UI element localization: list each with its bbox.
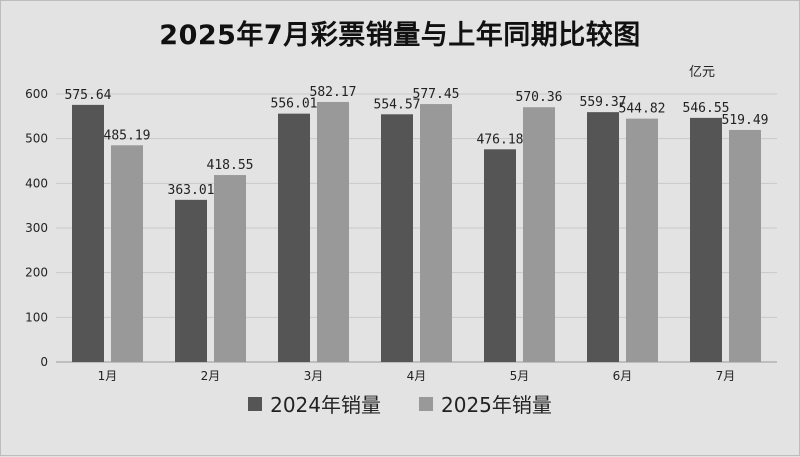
data-label: 485.19 [104,128,151,143]
bar-2024 [587,112,619,362]
bar-2024 [484,149,516,362]
x-tick-label: 5月 [510,369,530,383]
bar-2024 [72,104,104,362]
data-label: 582.17 [310,85,357,100]
data-label: 476.18 [477,132,524,147]
bar-2024 [175,199,207,362]
data-label: 546.55 [683,101,730,116]
bar-2025 [420,104,452,363]
y-tick-label: 500 [25,132,48,146]
legend-swatch-2025 [419,396,433,411]
y-tick-label: 200 [25,266,48,280]
legend-swatch-2024 [248,396,263,411]
x-tick-label: 6月 [613,369,633,383]
bar-2025 [317,101,349,363]
data-label: 519.49 [722,113,769,128]
y-tick-label: 0 [40,355,48,369]
y-tick-label: 300 [25,221,48,235]
legend-item-2024: 2024年销量 [248,389,381,418]
bar-2024 [278,113,310,362]
bar-2025 [111,145,143,362]
data-label: 570.36 [516,90,563,105]
bar-2025 [523,107,555,362]
legend-item-2025: 2025年销量 [419,389,552,418]
data-label: 559.37 [580,95,627,110]
bar-2024 [690,117,722,363]
bar-2025 [626,118,658,362]
x-tick-label: 1月 [98,369,118,383]
legend-label-2024: 2024年销量 [270,393,381,417]
bar-2025 [214,175,246,362]
x-tick-label: 4月 [407,369,427,383]
data-label: 544.82 [619,102,666,117]
data-label: 577.45 [413,87,460,102]
x-tick-label: 7月 [716,369,736,383]
x-tick-label: 3月 [304,369,324,383]
data-label: 418.55 [207,158,254,173]
bar-2025 [729,129,761,362]
legend: 2024年销量 2025年销量 [1,389,799,418]
data-label: 556.01 [271,97,318,112]
y-tick-label: 400 [25,176,48,190]
legend-label-2025: 2025年销量 [441,393,552,417]
y-tick-label: 600 [25,87,48,101]
unit-label: 亿元 [689,65,716,80]
bar-2024 [381,114,413,362]
data-label: 575.64 [65,88,112,103]
data-label: 554.57 [374,97,421,112]
y-tick-label: 100 [25,310,48,324]
x-tick-label: 2月 [201,369,221,383]
chart-title: 2025年7月彩票销量与上年同期比较图 [159,20,641,51]
data-label: 363.01 [168,183,215,198]
